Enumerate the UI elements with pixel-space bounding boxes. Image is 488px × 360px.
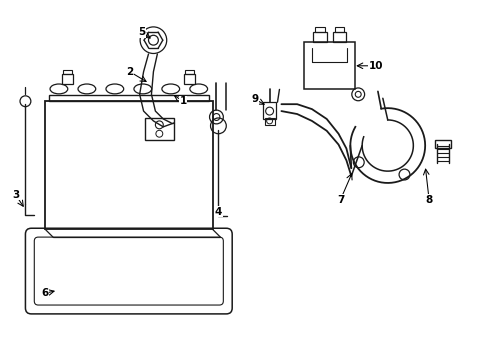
Bar (144, 118, 174, 140)
Text: 1: 1 (179, 96, 186, 106)
Bar (262, 102, 276, 119)
Bar (45, 101, 212, 229)
Bar (304, 42, 355, 89)
Text: 6: 6 (41, 288, 49, 298)
Text: 5: 5 (138, 27, 145, 37)
Bar (62, 74, 73, 84)
Bar (312, 32, 326, 42)
Text: 8: 8 (425, 195, 432, 205)
Text: 10: 10 (368, 61, 383, 71)
Text: 4: 4 (214, 207, 222, 216)
Bar (184, 74, 195, 84)
Bar (264, 118, 274, 125)
Bar (185, 70, 194, 74)
Bar (434, 140, 450, 148)
Text: 2: 2 (126, 67, 133, 77)
Bar (49, 95, 208, 101)
Bar (334, 27, 344, 32)
Text: 3: 3 (12, 190, 19, 200)
Bar (332, 32, 346, 42)
Text: 7: 7 (336, 195, 344, 205)
Bar (314, 27, 324, 32)
Text: 9: 9 (251, 94, 258, 104)
Bar (63, 70, 72, 74)
